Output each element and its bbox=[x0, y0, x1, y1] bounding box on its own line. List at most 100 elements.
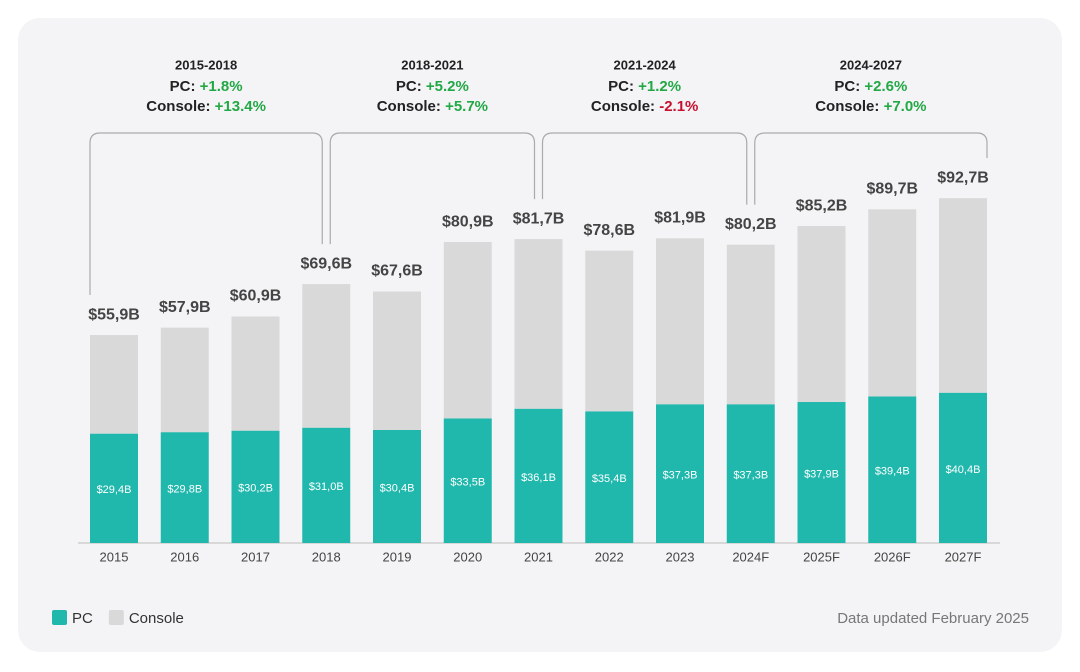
annotation-line: PC: +1.2% bbox=[608, 78, 681, 95]
total-label: $81,7B bbox=[513, 210, 565, 227]
bracket bbox=[754, 132, 988, 205]
bar-segment bbox=[868, 396, 917, 543]
annotation-line: Console: +7.0% bbox=[815, 98, 926, 115]
annotation-change: +2.6% bbox=[864, 78, 907, 95]
legend-swatch bbox=[108, 610, 124, 625]
x-tick-label: 2019 bbox=[383, 549, 412, 564]
bar-value-label: $30,2B bbox=[238, 483, 273, 495]
bar-value-label: $37,3B bbox=[663, 470, 698, 482]
bar-value-label: $35,4B bbox=[592, 473, 627, 485]
bar-segment bbox=[443, 242, 492, 419]
bar-segment bbox=[231, 316, 280, 431]
bar-segment bbox=[302, 427, 351, 543]
total-label: $55,9B bbox=[88, 306, 140, 323]
note: Data updated February 2025 bbox=[837, 610, 1029, 627]
legend-label: Console bbox=[129, 610, 184, 627]
legend-label: PC bbox=[72, 610, 93, 627]
bar-segment bbox=[939, 198, 987, 393]
bar-segment bbox=[868, 209, 917, 397]
total-label: $80,2B bbox=[725, 216, 777, 233]
annotation-period: 2018-2021 bbox=[401, 57, 463, 72]
legend-swatch bbox=[52, 610, 67, 625]
x-tick-label: 2027F bbox=[945, 549, 982, 564]
annotation-change: -2.1% bbox=[659, 98, 698, 115]
bracket bbox=[541, 132, 748, 205]
annotation-change: +1.8% bbox=[200, 78, 243, 95]
x-tick-label: 2022 bbox=[595, 549, 624, 564]
bar-segment bbox=[726, 244, 775, 405]
total-label: $60,9B bbox=[230, 288, 282, 305]
bar-segment bbox=[797, 402, 846, 543]
bar-segment bbox=[160, 432, 209, 543]
annotation-change: +7.0% bbox=[884, 98, 927, 115]
annotation-line: PC: +1.8% bbox=[170, 78, 243, 95]
annotation-change: +5.2% bbox=[426, 78, 469, 95]
annotation-line: PC: +2.6% bbox=[834, 78, 907, 95]
bar-segment bbox=[514, 408, 563, 543]
bar-segment bbox=[585, 411, 634, 543]
annotation-label: PC: bbox=[170, 78, 196, 95]
bar-value-label: $29,4B bbox=[97, 484, 132, 496]
bar-value-label: $37,9B bbox=[804, 468, 839, 480]
annotation-change: +13.4% bbox=[215, 98, 266, 115]
x-tick-label: 2023 bbox=[666, 549, 695, 564]
bar-segment bbox=[656, 404, 704, 543]
bracket bbox=[89, 132, 323, 296]
bar-segment bbox=[160, 327, 209, 433]
bar-segment bbox=[514, 239, 563, 409]
annotation-line: Console: +5.7% bbox=[377, 98, 488, 115]
x-tick-label: 2026F bbox=[874, 549, 911, 564]
bar-segment bbox=[373, 429, 421, 543]
total-label: $85,2B bbox=[796, 197, 848, 214]
bar-segment bbox=[797, 226, 846, 403]
annotation-period: 2015-2018 bbox=[175, 57, 237, 72]
total-label: $92,7B bbox=[937, 169, 989, 186]
total-label: $67,6B bbox=[371, 263, 423, 280]
annotation-change: +5.7% bbox=[445, 98, 488, 115]
bar-segment bbox=[726, 404, 775, 543]
bar-value-label: $36,1B bbox=[521, 472, 556, 484]
total-label: $78,6B bbox=[583, 222, 635, 239]
bar-segment bbox=[585, 250, 634, 412]
annotation-label: PC: bbox=[608, 78, 634, 95]
annotation-line: Console: +13.4% bbox=[146, 98, 266, 115]
annotation-label: Console: bbox=[146, 98, 210, 115]
total-label: $81,9B bbox=[654, 210, 706, 227]
total-label: $89,7B bbox=[866, 181, 918, 198]
x-tick-label: 2018 bbox=[312, 549, 341, 564]
annotation-period: 2021-2024 bbox=[614, 57, 677, 72]
x-tick-label: 2017 bbox=[241, 549, 270, 564]
annotation-change: +1.2% bbox=[638, 78, 681, 95]
bar-segment bbox=[302, 284, 351, 428]
total-label: $69,6B bbox=[300, 255, 352, 272]
bar-segment bbox=[656, 238, 704, 405]
bar-value-label: $29,8B bbox=[167, 483, 202, 495]
bar-segment bbox=[231, 430, 280, 543]
bar-value-label: $31,0B bbox=[309, 481, 344, 493]
annotation-label: Console: bbox=[377, 98, 441, 115]
x-tick-label: 2025F bbox=[803, 549, 840, 564]
annotation-label: PC: bbox=[834, 78, 860, 95]
total-label: $57,9B bbox=[159, 299, 211, 316]
annotation-line: Console: -2.1% bbox=[591, 98, 699, 115]
x-tick-label: 2020 bbox=[453, 549, 482, 564]
annotation-line: PC: +5.2% bbox=[396, 78, 469, 95]
x-tick-label: 2015 bbox=[100, 549, 129, 564]
bar-value-label: $37,3B bbox=[733, 470, 768, 482]
bar-segment bbox=[373, 291, 421, 430]
bar-segment bbox=[90, 433, 138, 543]
x-tick-label: 2024F bbox=[732, 549, 769, 564]
x-tick-label: 2021 bbox=[524, 549, 553, 564]
bar-value-label: $30,4B bbox=[380, 482, 415, 494]
bar-value-label: $39,4B bbox=[875, 466, 910, 478]
bar-segment bbox=[443, 418, 492, 543]
annotation-label: Console: bbox=[591, 98, 655, 115]
annotation-label: PC: bbox=[396, 78, 422, 95]
bar-value-label: $40,4B bbox=[946, 464, 981, 476]
annotation-label: Console: bbox=[815, 98, 879, 115]
bar-segment bbox=[939, 392, 987, 543]
total-label: $80,9B bbox=[442, 213, 494, 230]
annotation-period: 2024-2027 bbox=[840, 57, 902, 72]
